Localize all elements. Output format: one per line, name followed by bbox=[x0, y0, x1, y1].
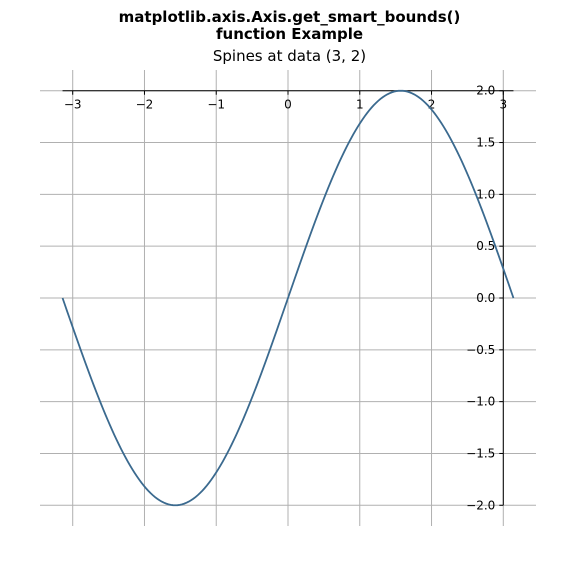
y-tick-label: 0.0 bbox=[476, 291, 495, 305]
y-tick-label: −2.0 bbox=[466, 498, 495, 512]
x-tick-label: 3 bbox=[499, 98, 507, 112]
y-tick-label: −1.0 bbox=[466, 395, 495, 409]
sine-series-line bbox=[61, 89, 515, 507]
x-tick-label: 1 bbox=[356, 98, 364, 112]
y-tick-label: 1.5 bbox=[476, 136, 495, 150]
x-tick-label: −1 bbox=[207, 98, 225, 112]
axes-title: Spines at data (3, 2) bbox=[212, 47, 367, 65]
y-tick-label: 1.0 bbox=[476, 187, 495, 201]
x-ticks: −3 −2 −1 0 1 2 3 bbox=[64, 90, 507, 112]
x-tick-label: 2 bbox=[428, 98, 436, 112]
figure-title-line-2: function Example bbox=[215, 25, 364, 43]
figure-title-line-1: matplotlib.axis.Axis.get_smart_bounds() bbox=[118, 8, 461, 26]
y-tick-label: 2.0 bbox=[476, 84, 495, 98]
y-tick-label: −0.5 bbox=[466, 343, 495, 357]
y-tick-label: 0.5 bbox=[476, 239, 495, 253]
y-ticks: 2.0 1.5 1.0 0.5 0.0 −0.5 −1.0 −1.5 −2.0 bbox=[466, 84, 504, 512]
x-tick-label: −3 bbox=[64, 98, 82, 112]
y-tick-label: −1.5 bbox=[466, 446, 495, 460]
series-layer bbox=[61, 89, 515, 507]
x-tick-label: 0 bbox=[284, 98, 292, 112]
x-tick-label: −2 bbox=[136, 98, 154, 112]
